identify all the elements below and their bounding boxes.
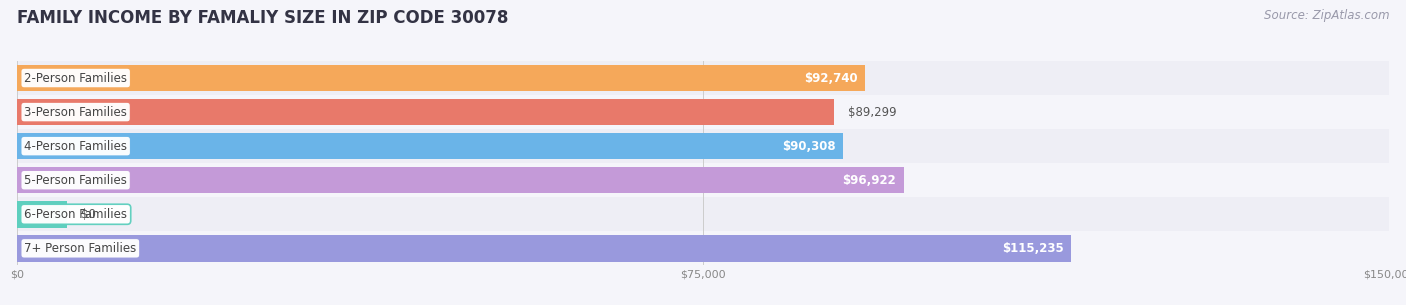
Text: $89,299: $89,299: [848, 106, 896, 119]
Text: $92,740: $92,740: [804, 72, 858, 84]
Bar: [17, 167, 904, 193]
Text: $96,922: $96,922: [842, 174, 896, 187]
Bar: [17, 163, 1389, 197]
Text: $115,235: $115,235: [1002, 242, 1064, 255]
Bar: [17, 235, 1071, 262]
Bar: [17, 133, 844, 160]
Text: $0: $0: [82, 208, 96, 221]
Text: Source: ZipAtlas.com: Source: ZipAtlas.com: [1264, 9, 1389, 22]
Bar: [17, 129, 1389, 163]
Bar: [17, 99, 834, 125]
Text: 6-Person Families: 6-Person Families: [24, 208, 127, 221]
Bar: [17, 201, 67, 228]
Bar: [17, 231, 1389, 265]
Bar: [17, 65, 865, 91]
Text: $90,308: $90,308: [782, 140, 835, 152]
Text: 4-Person Families: 4-Person Families: [24, 140, 127, 152]
Bar: [17, 197, 1389, 231]
Text: 5-Person Families: 5-Person Families: [24, 174, 127, 187]
Text: 7+ Person Families: 7+ Person Families: [24, 242, 136, 255]
Text: FAMILY INCOME BY FAMALIY SIZE IN ZIP CODE 30078: FAMILY INCOME BY FAMALIY SIZE IN ZIP COD…: [17, 9, 508, 27]
Text: 3-Person Families: 3-Person Families: [24, 106, 127, 119]
Bar: [17, 95, 1389, 129]
Bar: [17, 61, 1389, 95]
Text: 2-Person Families: 2-Person Families: [24, 72, 127, 84]
